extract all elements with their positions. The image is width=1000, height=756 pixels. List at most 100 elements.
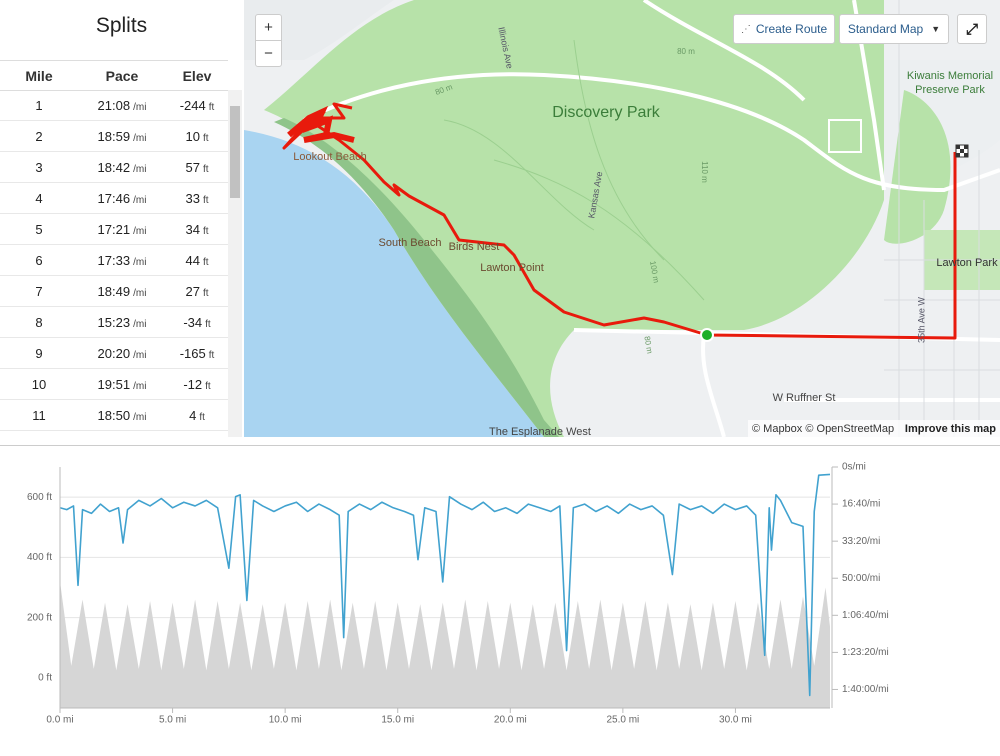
create-route-button[interactable]: ⋰ Create Route <box>733 14 835 44</box>
scrollbar[interactable] <box>228 90 242 437</box>
split-row: 8 15:23/mi -34 ft <box>0 307 228 338</box>
elev-cell: 4 ft <box>166 408 228 423</box>
park <box>264 0 884 437</box>
mile-cell: 9 <box>35 345 43 361</box>
elev-unit: ft <box>208 349 215 361</box>
mile-cell: 7 <box>35 283 43 299</box>
map-label: Lookout Beach <box>293 151 366 163</box>
improve-link[interactable]: Improve this map <box>905 423 996 435</box>
elev-cell: 34 ft <box>166 222 228 237</box>
pace-line <box>59 473 831 697</box>
water <box>244 130 544 437</box>
trails <box>443 39 705 301</box>
elev-value: 4 <box>189 407 197 423</box>
y2-tick-label: 1:40:00/mi <box>842 684 889 695</box>
dropdown-caret: ▼ <box>931 24 941 34</box>
map-label: W Ruffner St <box>773 392 836 404</box>
elev-value: 34 <box>185 221 200 237</box>
elev-value: -165 <box>179 345 206 361</box>
splits-panel: Splits Mile Pace Elev 1 21:08/mi -244 ft 2 18… <box>0 0 243 437</box>
y-tick-label: 400 ft <box>27 552 52 563</box>
elev-value: 57 <box>185 159 200 175</box>
elev-unit: ft <box>202 256 209 268</box>
mile-cell: 3 <box>35 159 43 175</box>
elev-cell: -244 ft <box>166 98 228 113</box>
pace-value: 18:49 <box>97 283 131 299</box>
pace-unit: /mi <box>133 194 147 206</box>
y2-tick-label: 0s/mi <box>842 462 866 473</box>
scroll-thumb[interactable] <box>230 106 240 198</box>
pace-value: 18:59 <box>97 128 131 144</box>
elev-unit: ft <box>199 411 205 423</box>
x-tick-label: 20.0 mi <box>494 715 527 726</box>
split-row: 6 17:33/mi 44 ft <box>0 245 228 276</box>
mile-cell: 10 <box>31 376 47 392</box>
y2-tick-label: 50:00/mi <box>842 573 880 584</box>
elev-cell: 10 ft <box>166 129 228 144</box>
map-label: Lawton Park <box>936 257 998 269</box>
pace-value: 18:50 <box>97 407 131 423</box>
route-cluster <box>287 105 355 143</box>
map-label: 35th Ave W <box>916 297 926 343</box>
pace-unit: /mi <box>133 101 147 113</box>
pace-cell: 20:20/mi <box>78 346 166 361</box>
route-icon: ⋰ <box>740 23 751 35</box>
attribution[interactable]: © Mapbox © OpenStreetMap <box>752 423 894 435</box>
y2-tick-label: 16:40/mi <box>842 499 880 510</box>
y-tick-label: 200 ft <box>27 612 52 623</box>
elev-unit: ft <box>202 225 209 237</box>
elev-value: 27 <box>185 283 200 299</box>
split-row: 4 17:46/mi 33 ft <box>0 183 228 214</box>
pace-cell: 17:33/mi <box>78 253 166 268</box>
pace-unit: /mi <box>133 225 147 237</box>
y-tick-label: 600 ft <box>27 492 52 503</box>
pace-value: 17:21 <box>97 221 131 237</box>
zoom-out[interactable]: − <box>255 40 282 67</box>
elev-cell: 57 ft <box>166 160 228 175</box>
column-header: Mile <box>25 67 53 84</box>
map-style-dropdown[interactable]: Standard Map ▼ <box>839 14 949 44</box>
map-label: The Esplanade West <box>489 426 591 437</box>
pace-unit: /mi <box>133 349 147 361</box>
map[interactable]: Discovery Park Kiwanis Memorial Preserve… <box>244 0 1000 437</box>
pace-value: 21:08 <box>97 97 131 113</box>
map-label: South Beach <box>379 237 442 249</box>
pace-cell: 17:21/mi <box>78 222 166 237</box>
x-tick-label: 0.0 mi <box>46 715 73 726</box>
finish-marker <box>955 144 969 158</box>
pace-value: 15:23 <box>97 314 131 330</box>
pace-cell: 18:49/mi <box>78 284 166 299</box>
fullscreen-button[interactable]: ⤢ <box>957 14 987 44</box>
zoom-in[interactable]: + <box>255 14 282 41</box>
contour-label: 110 m <box>700 161 709 183</box>
y2-tick-label: 1:06:40/mi <box>842 610 889 621</box>
split-row: 10 19:51/mi -12 ft <box>0 369 228 400</box>
field <box>828 119 862 153</box>
map-label: Birds Nest <box>449 241 500 253</box>
map-label: Lawton Point <box>480 262 544 274</box>
panel-divider[interactable] <box>0 445 1000 446</box>
mile-cell: 4 <box>35 190 43 206</box>
mile-cell: 2 <box>35 128 43 144</box>
split-row: 1219:21/mi-14ft <box>0 431 228 437</box>
mile-cell: 1 <box>35 97 43 113</box>
attribution-bg <box>748 420 1000 437</box>
splits-header: Mile Pace Elev <box>0 60 228 91</box>
elevation-area <box>60 581 830 708</box>
pace-unit: /mi <box>133 256 147 268</box>
elev-cell: -34 ft <box>166 315 228 330</box>
pace-unit: /mi <box>133 132 147 144</box>
elev-cell: 33 ft <box>166 191 228 206</box>
map-style-label: Standard Map <box>847 22 924 36</box>
x-tick-label: 5.0 mi <box>159 715 186 726</box>
pace-unit: /mi <box>133 380 147 392</box>
split-row: 2 18:59/mi 10 ft <box>0 121 228 152</box>
contour-label: 100 m <box>648 260 661 284</box>
split-row: 9 20:20/mi -165 ft <box>0 338 228 369</box>
contour-label: 80 m <box>642 335 654 354</box>
pace-value: 17:46 <box>97 190 131 206</box>
elev-cell: 44 ft <box>166 253 228 268</box>
elev-value: 44 <box>185 252 200 268</box>
map-canvas: Discovery Park Kiwanis Memorial Preserve… <box>244 0 1000 437</box>
split-row: 3 18:42/mi 57 ft <box>0 152 228 183</box>
